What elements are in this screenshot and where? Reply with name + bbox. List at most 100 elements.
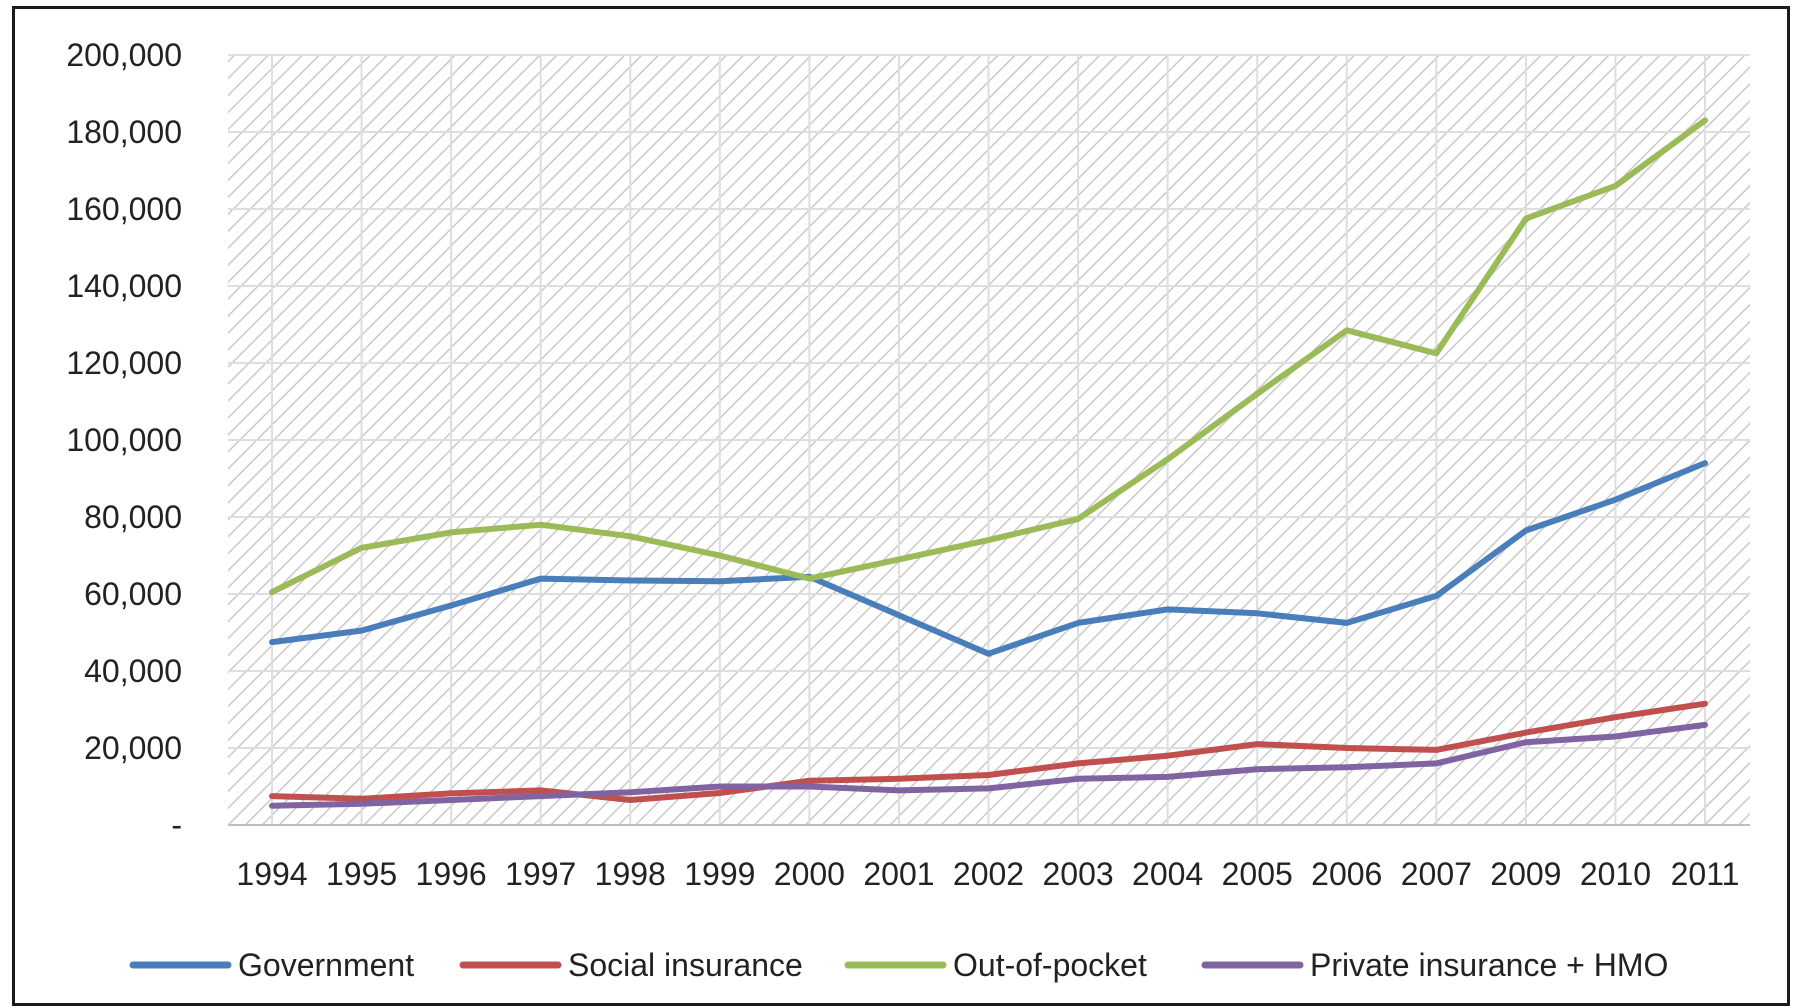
data-point xyxy=(898,558,900,560)
legend-label: Private insurance + HMO xyxy=(1310,947,1668,983)
data-point xyxy=(1167,755,1169,757)
x-tick-label: 2011 xyxy=(1671,856,1740,892)
data-point xyxy=(450,605,452,607)
x-tick-label: 1994 xyxy=(236,856,307,892)
data-point xyxy=(1525,218,1527,220)
data-point xyxy=(1167,776,1169,778)
data-point xyxy=(1077,778,1079,780)
data-point xyxy=(1435,762,1437,764)
x-tick-label: 1999 xyxy=(684,856,755,892)
data-point xyxy=(1077,518,1079,520)
data-point xyxy=(629,580,631,582)
data-point xyxy=(808,780,810,782)
y-tick-label: 180,000 xyxy=(66,114,182,150)
data-point xyxy=(450,792,452,794)
data-point xyxy=(361,803,363,805)
data-point xyxy=(271,805,273,807)
data-point xyxy=(1346,329,1348,331)
data-point xyxy=(1256,743,1258,745)
data-point xyxy=(271,795,273,797)
data-point xyxy=(1077,762,1079,764)
data-point xyxy=(450,531,452,533)
data-point xyxy=(719,792,721,794)
data-point xyxy=(1256,768,1258,770)
data-point xyxy=(540,578,542,580)
x-tick-label: 2010 xyxy=(1580,856,1651,892)
data-point xyxy=(629,791,631,793)
legend-label: Social insurance xyxy=(568,947,803,983)
x-tick-label: 2001 xyxy=(863,856,934,892)
x-axis: 1994 1995 1996 1997 1998 1999 2000 2001 2002 2003… xyxy=(228,824,1750,892)
data-point xyxy=(898,614,900,616)
y-tick-label: 120,000 xyxy=(66,345,182,381)
data-point xyxy=(271,591,273,593)
x-tick-label: 2000 xyxy=(774,856,845,892)
data-point xyxy=(719,786,721,788)
data-point xyxy=(540,795,542,797)
data-point xyxy=(988,774,990,776)
data-point xyxy=(719,555,721,557)
series-line-private-insurance-hmo xyxy=(269,721,1708,809)
series-line-social-insurance xyxy=(269,700,1708,803)
data-point xyxy=(629,535,631,537)
y-tick-label: 100,000 xyxy=(66,422,182,458)
data-point xyxy=(1614,185,1616,187)
y-tick-label: 140,000 xyxy=(66,268,182,304)
series-line-out-of-pocket xyxy=(269,117,1708,596)
series-line-government xyxy=(269,460,1708,657)
data-point xyxy=(1167,458,1169,460)
data-point xyxy=(1346,622,1348,624)
data-point xyxy=(1704,724,1706,726)
legend-label: Government xyxy=(238,947,414,983)
y-tick-label: 40,000 xyxy=(84,653,182,689)
legend-label: Out-of-pocket xyxy=(953,947,1147,983)
data-point xyxy=(1614,499,1616,501)
data-point xyxy=(1256,612,1258,614)
x-tick-label: 1996 xyxy=(416,856,487,892)
data-point xyxy=(1704,703,1706,705)
y-axis: - 20,000 40,000 60,000 80,000 100,000 120,000 1… xyxy=(66,37,182,843)
data-point xyxy=(1525,732,1527,734)
x-tick-label: 2004 xyxy=(1132,856,1203,892)
y-tick-label: 160,000 xyxy=(66,191,182,227)
y-tick-label: 200,000 xyxy=(66,37,182,73)
data-point xyxy=(988,539,990,541)
x-tick-label: 1997 xyxy=(505,856,576,892)
data-point xyxy=(361,798,363,800)
legend: Government Social insurance Out-of-pocket P… xyxy=(129,947,1668,983)
data-point xyxy=(1704,119,1706,121)
data-point xyxy=(1435,749,1437,751)
data-point xyxy=(1346,747,1348,749)
data-point xyxy=(1167,608,1169,610)
data-point xyxy=(1525,529,1527,531)
data-point xyxy=(1256,393,1258,395)
x-tick-label: 2005 xyxy=(1222,856,1293,892)
series-lines xyxy=(269,117,1708,809)
x-tick-label: 2002 xyxy=(953,856,1024,892)
data-point xyxy=(450,799,452,801)
gridlines xyxy=(228,54,1750,826)
data-point xyxy=(988,787,990,789)
y-tick-label: 80,000 xyxy=(84,499,182,535)
x-tick-label: 1998 xyxy=(595,856,666,892)
data-point xyxy=(629,799,631,801)
x-tick-label: 2009 xyxy=(1490,856,1561,892)
data-point xyxy=(808,786,810,788)
data-point xyxy=(1525,741,1527,743)
x-tick-label: 2003 xyxy=(1042,856,1113,892)
y-tick-label: - xyxy=(171,807,182,843)
data-point xyxy=(361,630,363,632)
x-tick-label: 1995 xyxy=(326,856,397,892)
data-point xyxy=(808,578,810,580)
data-point xyxy=(540,789,542,791)
x-tick-label: 2006 xyxy=(1311,856,1382,892)
data-point xyxy=(1614,716,1616,718)
data-point xyxy=(271,641,273,643)
data-point xyxy=(1435,595,1437,597)
y-tick-label: 20,000 xyxy=(84,730,182,766)
data-point xyxy=(719,580,721,582)
data-point xyxy=(1704,462,1706,464)
y-tick-label: 60,000 xyxy=(84,576,182,612)
x-tick-label: 2007 xyxy=(1401,856,1472,892)
